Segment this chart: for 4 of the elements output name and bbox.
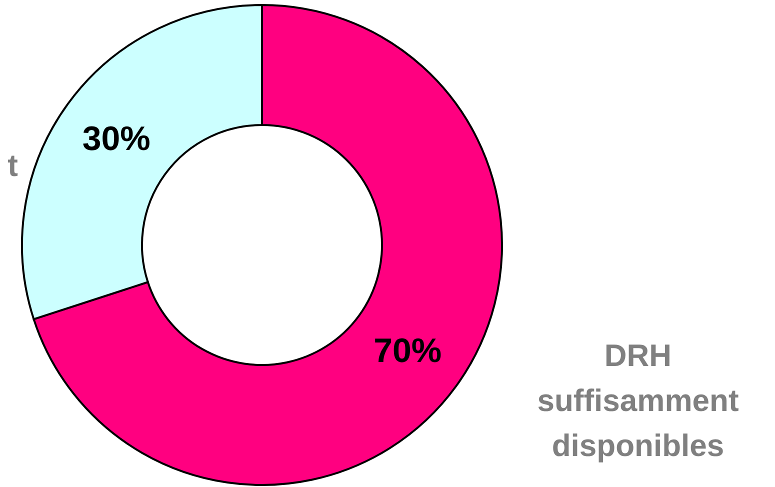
slice-label: DRH suffisamment disponibles [537,338,739,462]
data-label: 30% [82,120,150,158]
data-label: 70% [374,332,442,370]
slice-label: t [8,148,18,182]
